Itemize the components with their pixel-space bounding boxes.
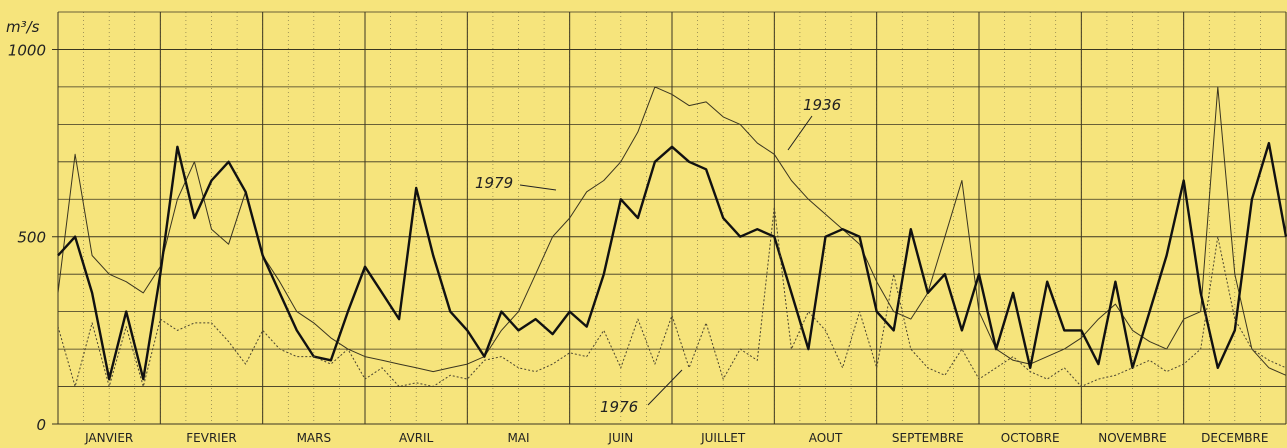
x-tick-label: FEVRIER (186, 431, 237, 445)
series-label: 1979 (475, 174, 513, 192)
x-tick-label: JUIN (607, 431, 633, 445)
y-tick-label: 1000 (8, 41, 46, 59)
x-tick-label: JUILLET (700, 431, 746, 445)
annotations: 1936 1979 1976 (475, 96, 841, 416)
leader-line (787, 115, 813, 151)
series-line (57, 206, 1287, 387)
leader-line (647, 369, 683, 406)
x-tick-label: OCTOBRE (1001, 431, 1060, 445)
leader-line (519, 184, 557, 191)
y-tick-label: 500 (17, 229, 46, 247)
series-label: 1936 (803, 96, 841, 114)
y-axis-label: m³/s (6, 18, 40, 36)
x-tick-label: SEPTEMBRE (892, 431, 964, 445)
y-tick-label: 0 (36, 416, 46, 434)
x-tick-label: NOVEMBRE (1098, 431, 1167, 445)
grid: 0 500 1000 JANVIER FEVRIER MARS AVRIL MAI JUIN JU… (8, 11, 1287, 445)
x-tick-label: AVRIL (399, 431, 434, 445)
series-line (57, 141, 1287, 381)
x-tick-label: MAI (507, 431, 529, 445)
x-tick-label: DECEMBRE (1201, 431, 1268, 445)
x-tick-label: MARS (297, 431, 332, 445)
series-label: 1976 (600, 398, 638, 416)
lines (57, 86, 1287, 387)
x-tick-label: AOUT (809, 431, 843, 445)
x-tick-label: JANVIER (84, 431, 133, 445)
